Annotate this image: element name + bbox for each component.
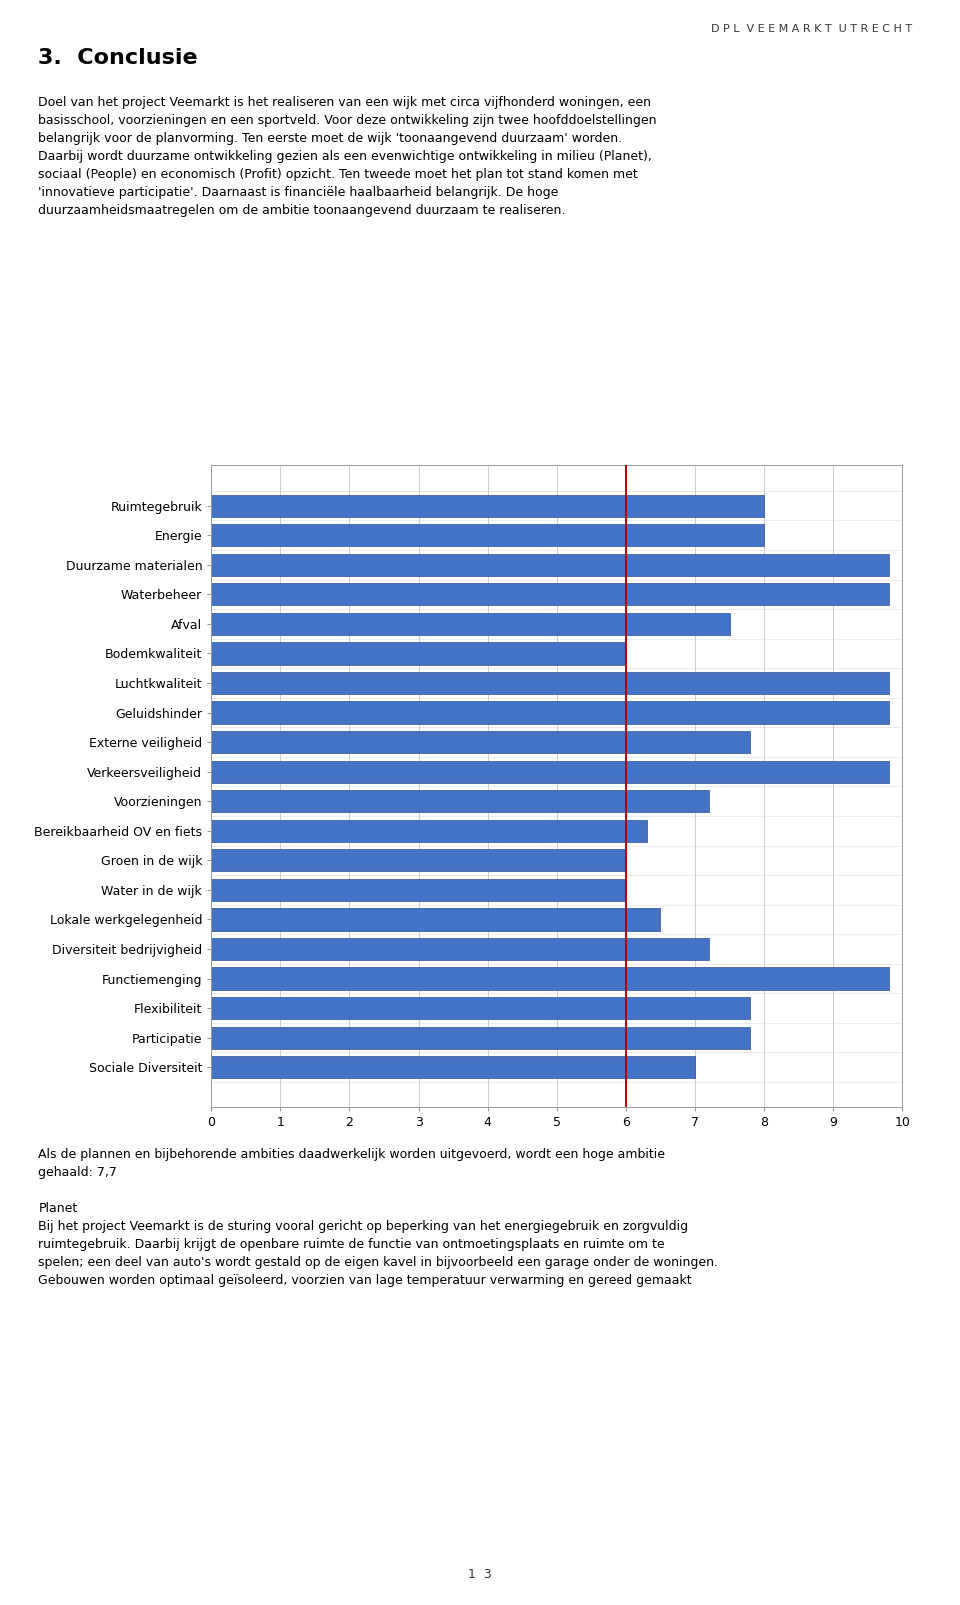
- Bar: [211, 730, 751, 753]
- Bar: [211, 968, 889, 990]
- Bar: [211, 908, 660, 931]
- Bar: [211, 554, 889, 576]
- Bar: [211, 1027, 751, 1048]
- Bar: [211, 880, 626, 900]
- Bar: [211, 642, 626, 664]
- Text: 3.  Conclusie: 3. Conclusie: [38, 48, 198, 67]
- Bar: [211, 525, 764, 546]
- Bar: [211, 672, 889, 693]
- Text: 1  3: 1 3: [468, 1568, 492, 1581]
- Bar: [211, 849, 626, 872]
- Text: D P L  V E E M A R K T  U T R E C H T: D P L V E E M A R K T U T R E C H T: [710, 24, 912, 34]
- Bar: [211, 790, 708, 812]
- Bar: [211, 583, 889, 605]
- Bar: [211, 761, 889, 783]
- Bar: [211, 937, 708, 960]
- Text: Doel van het project Veemarkt is het realiseren van een wijk met circa vijfhonde: Doel van het project Veemarkt is het rea…: [38, 96, 657, 217]
- Bar: [211, 997, 751, 1019]
- Bar: [211, 494, 764, 517]
- Bar: [211, 701, 889, 724]
- Bar: [211, 820, 647, 843]
- Text: Als de plannen en bijbehorende ambities daadwerkelijk worden uitgevoerd, wordt e: Als de plannen en bijbehorende ambities …: [38, 1148, 718, 1287]
- Bar: [211, 1056, 695, 1079]
- Bar: [211, 613, 730, 636]
